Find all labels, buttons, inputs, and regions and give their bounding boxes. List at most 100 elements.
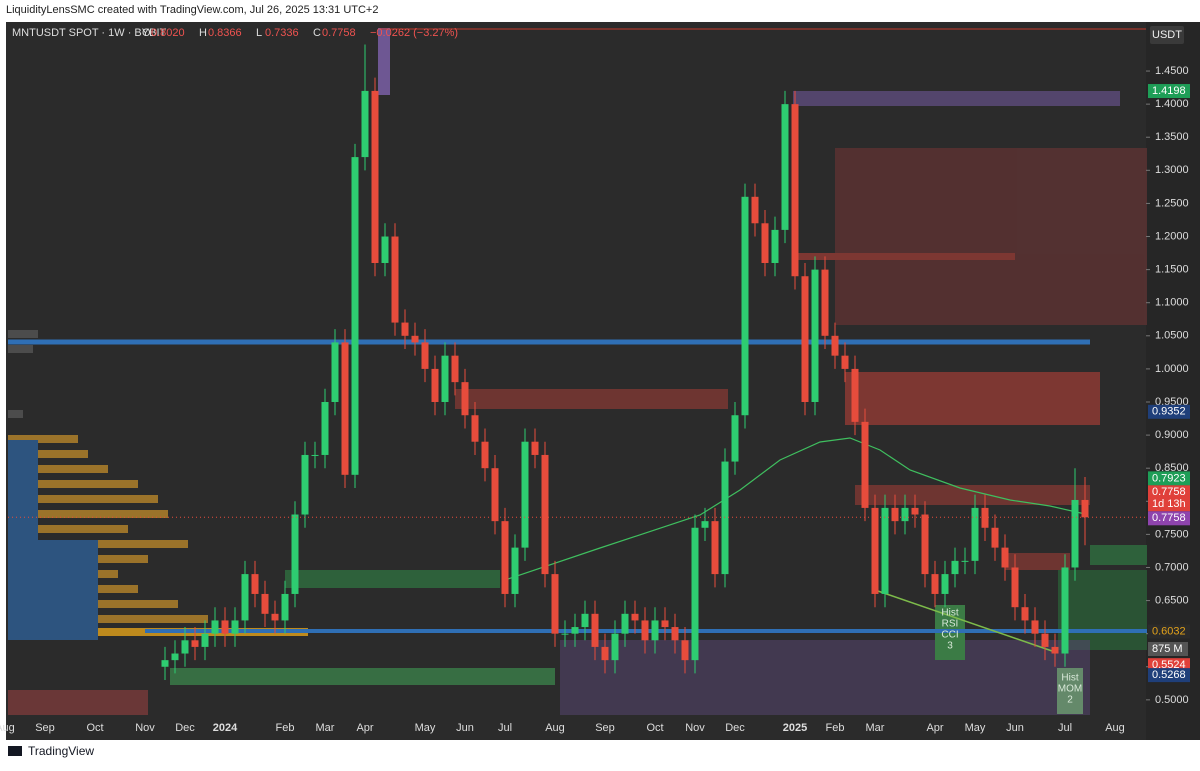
- x-tick-label: Dec: [725, 722, 745, 734]
- trend-line: [874, 589, 1056, 653]
- y-tick-label: 0.5000: [1155, 694, 1189, 706]
- candle-body: [641, 620, 649, 641]
- candle-body: [561, 633, 569, 635]
- y-tick-label: 1.0500: [1155, 330, 1189, 342]
- candle-body: [421, 342, 429, 369]
- y-tick-label: 0.7000: [1155, 561, 1189, 573]
- candle-body: [1081, 499, 1089, 518]
- price-axis-bg: [1146, 22, 1200, 740]
- price-tag-label: 0.7758: [1152, 486, 1186, 498]
- candle-body: [281, 593, 289, 621]
- candle-body: [931, 574, 939, 594]
- candle-body: [361, 90, 369, 158]
- candle-body: [921, 514, 929, 575]
- candle-body: [241, 574, 249, 621]
- candle-body: [201, 633, 209, 647]
- candle-body: [951, 560, 959, 575]
- y-tick-label: 1.2000: [1155, 230, 1189, 242]
- candle-body: [451, 355, 459, 383]
- candle-body: [741, 196, 749, 416]
- x-tick-label: Oct: [646, 722, 663, 734]
- y-tick-label: 1.3500: [1155, 131, 1189, 143]
- legend-key: O: [142, 27, 151, 39]
- candle-body: [401, 322, 409, 336]
- y-tick-label: 1.1500: [1155, 264, 1189, 276]
- zone: [378, 28, 390, 95]
- x-tick-label: Aug: [545, 722, 565, 734]
- credit: LiquidityLensSMC created with TradingVie…: [6, 4, 378, 16]
- candle-body: [761, 223, 769, 263]
- zone: [285, 570, 500, 588]
- candle-body: [1041, 633, 1049, 647]
- price-tag: [1148, 485, 1190, 512]
- annotation-line: Hist: [1061, 673, 1078, 684]
- x-tick-label: May: [415, 722, 436, 734]
- x-tick-label: May: [965, 722, 986, 734]
- profile-bar: [8, 510, 168, 518]
- x-tick-label: Apr: [926, 722, 943, 734]
- candle-body: [181, 640, 189, 654]
- volume-label: 875 M: [1152, 643, 1183, 655]
- x-tick-label: Jun: [1006, 722, 1024, 734]
- footer-bg: [0, 740, 1200, 766]
- profile-bar: [8, 540, 98, 640]
- candle-body: [541, 454, 549, 575]
- y-tick-label: 1.0000: [1155, 363, 1189, 375]
- price-tag-label: 0.7923: [1152, 472, 1186, 484]
- candle-body: [901, 507, 909, 522]
- price-tag-label: 0.5524: [1152, 659, 1186, 671]
- y-tick-label: 1.2500: [1155, 197, 1189, 209]
- candle-body: [841, 355, 849, 369]
- logo: [8, 746, 22, 756]
- candle-body: [251, 574, 259, 594]
- candle-body: [391, 236, 399, 323]
- candle-body: [1031, 620, 1039, 634]
- annotation-line: 3: [947, 641, 953, 652]
- price-tag: [1148, 511, 1190, 526]
- candle-body: [631, 613, 639, 621]
- zone: [170, 668, 555, 685]
- legend-key: C: [313, 27, 321, 39]
- candle-body: [701, 521, 709, 528]
- symbol: MNTUSDT SPOT · 1W · BYBIT: [12, 27, 166, 39]
- x-tick-label: Jul: [498, 722, 512, 734]
- candle-body: [711, 521, 719, 575]
- candle-body: [771, 229, 779, 263]
- x-tick-label: Mar: [316, 722, 335, 734]
- profile-bar: [8, 615, 208, 623]
- candle-body: [831, 335, 839, 356]
- price-tag-sublabel: 1d 13h: [1152, 498, 1186, 510]
- candle-body: [671, 627, 679, 641]
- candle-body: [991, 527, 999, 548]
- candle-body: [371, 90, 379, 263]
- candle-body: [381, 236, 389, 263]
- candle-body: [611, 633, 619, 661]
- candle-body: [301, 454, 309, 515]
- annotation-line: 2: [1067, 695, 1073, 706]
- zone: [793, 91, 1120, 106]
- candle-body: [161, 660, 169, 667]
- volume-profile: [8, 330, 308, 715]
- price-tag-label: 1.4198: [1152, 85, 1186, 97]
- candle-body: [481, 441, 489, 469]
- legend-key: H: [199, 27, 207, 39]
- x-tick-label: Mar: [866, 722, 885, 734]
- zone: [793, 253, 1015, 260]
- price-tag: [1148, 668, 1190, 683]
- candle-body: [911, 507, 919, 515]
- ohlc-legend: O 0.8020 H 0.8366 L 0.7336 C 0.7758 −0.0262 (−3.…: [142, 27, 458, 39]
- candle-body: [651, 620, 659, 641]
- candle-body: [971, 507, 979, 561]
- candle-body: [691, 527, 699, 661]
- y-tick-label: 1.1000: [1155, 297, 1189, 309]
- candle-body: [961, 560, 969, 562]
- candle-body: [891, 507, 899, 522]
- annotation-line: MOM: [1058, 684, 1082, 695]
- y-tick-label: 1.3000: [1155, 164, 1189, 176]
- candle-body: [731, 415, 739, 462]
- candle-body: [781, 104, 789, 230]
- candle-body: [501, 521, 509, 594]
- candle-body: [261, 593, 269, 614]
- x-tick-label: Feb: [276, 722, 295, 734]
- x-tick-label: Sep: [35, 722, 55, 734]
